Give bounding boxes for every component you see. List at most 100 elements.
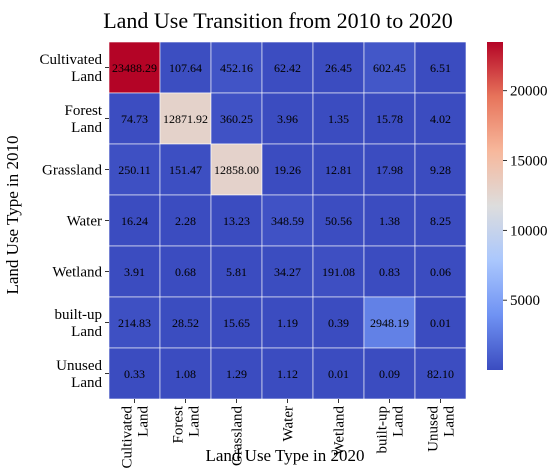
cell-value-label: 50.56 xyxy=(325,214,352,228)
cell-value-label: 250.11 xyxy=(118,163,151,177)
row-label-forest-land: Forest Land xyxy=(65,103,103,136)
cell-value-label: 12858.00 xyxy=(214,163,259,177)
cell-value-label: 15.65 xyxy=(223,316,250,330)
x-axis-label: Land Use Type in 2020 xyxy=(205,446,364,465)
cell-value-label: 34.27 xyxy=(274,265,301,279)
heatmap-cell xyxy=(159,41,212,94)
cell-value-label: 0.01 xyxy=(328,367,349,381)
cell-value-label: 0.68 xyxy=(175,265,196,279)
cell-value-label: 3.91 xyxy=(124,265,145,279)
col-labels: CultivatedLand ForestLand Grassland Water We… xyxy=(120,399,458,469)
cell-value-label: 6.51 xyxy=(430,61,451,75)
colorbar-tick-label: 10000 xyxy=(510,223,548,239)
row-label-water: Water xyxy=(67,214,102,230)
cell-value-label: 19.26 xyxy=(274,163,301,177)
cell-value-label: 15.78 xyxy=(376,112,403,126)
cell-value-label: 8.25 xyxy=(430,214,451,228)
cell-value-label: 74.73 xyxy=(121,112,148,126)
colorbar: 5000 10000 15000 20000 xyxy=(487,42,548,370)
heatmap-cell xyxy=(312,347,365,400)
cell-value-label: 360.25 xyxy=(220,112,253,126)
heatmap-cell xyxy=(363,41,416,94)
col-label-water: Water xyxy=(281,406,297,441)
heatmap-cell xyxy=(261,347,314,400)
heatmap-cell xyxy=(261,41,314,94)
row-label-wetland: Wetland xyxy=(52,265,102,281)
row-labels: Cultivated Land Forest Land Grassland Water We… xyxy=(40,52,109,391)
heatmap-cell xyxy=(210,296,263,349)
heatmap-cell xyxy=(312,143,365,196)
cell-value-label: 107.64 xyxy=(169,61,202,75)
heatmap-cell xyxy=(261,143,314,196)
heatmap-cell xyxy=(159,194,212,247)
heatmap-cell xyxy=(210,92,263,145)
cell-value-label: 0.09 xyxy=(379,367,400,381)
cell-value-label: 12.81 xyxy=(325,163,352,177)
cell-value-label: 0.83 xyxy=(379,265,400,279)
heatmap-cell xyxy=(312,296,365,349)
cell-value-label: 1.35 xyxy=(328,112,349,126)
col-label-grassland: Grassland xyxy=(230,406,246,466)
cell-value-label: 23488.29 xyxy=(112,61,157,75)
cell-value-label: 62.42 xyxy=(274,61,301,75)
heatmap-cell xyxy=(210,143,263,196)
cell-value-label: 0.39 xyxy=(328,316,349,330)
heatmap-cell xyxy=(108,347,161,400)
cell-value-label: 4.02 xyxy=(430,112,451,126)
row-label-built-up-land: built-up Land xyxy=(55,307,103,340)
heatmap-cell xyxy=(210,41,263,94)
row-label-unused-land: Unused Land xyxy=(56,358,102,391)
cell-value-label: 1.08 xyxy=(175,367,196,381)
row-label-grassland: Grassland xyxy=(42,163,102,179)
heatmap-cell xyxy=(159,143,212,196)
heatmap-cell xyxy=(312,92,365,145)
heatmap-cell xyxy=(414,92,467,145)
cell-value-label: 0.01 xyxy=(430,316,451,330)
cell-value-label: 82.10 xyxy=(427,367,454,381)
y-axis-label: Land Use Type in 2010 xyxy=(3,135,22,294)
heatmap-cell xyxy=(159,296,212,349)
chart-title: Land Use Transition from 2010 to 2020 xyxy=(103,8,453,33)
heatmap-cell xyxy=(414,143,467,196)
cell-value-label: 191.08 xyxy=(322,265,355,279)
col-label-wetland: Wetland xyxy=(332,406,348,456)
cell-value-label: 1.29 xyxy=(226,367,247,381)
col-label-cultivated-land: CultivatedLand xyxy=(120,406,152,469)
heatmap-cell xyxy=(108,194,161,247)
colorbar-tick-label: 20000 xyxy=(510,84,548,100)
cell-value-label: 9.28 xyxy=(430,163,451,177)
heatmap-cell xyxy=(312,41,365,94)
heatmap-cell xyxy=(108,245,161,298)
colorbar-tick-label: 5000 xyxy=(510,293,540,309)
cell-value-label: 12871.92 xyxy=(163,112,208,126)
heatmap-cell xyxy=(414,347,467,400)
cell-value-label: 1.12 xyxy=(277,367,298,381)
cell-value-label: 2948.19 xyxy=(370,316,409,330)
cell-value-label: 26.45 xyxy=(325,61,352,75)
heatmap-cell xyxy=(414,296,467,349)
cell-value-label: 2.28 xyxy=(175,214,196,228)
cell-value-label: 0.06 xyxy=(430,265,451,279)
cell-value-label: 0.33 xyxy=(124,367,145,381)
heatmap-cell xyxy=(108,41,161,94)
heatmap-cell xyxy=(363,92,416,145)
cell-value-label: 17.98 xyxy=(376,163,403,177)
cell-value-label: 1.38 xyxy=(379,214,400,228)
cell-value-label: 5.81 xyxy=(226,265,247,279)
colorbar-gradient xyxy=(487,42,503,370)
cell-value-label: 16.24 xyxy=(121,214,148,228)
heatmap-cell xyxy=(261,296,314,349)
row-label-cultivated-land: Cultivated Land xyxy=(40,52,103,85)
heatmap-cell xyxy=(414,245,467,298)
heatmap-cell xyxy=(210,245,263,298)
col-label-forest-land: ForestLand xyxy=(171,405,203,443)
heatmap-cell xyxy=(363,347,416,400)
heatmap-cell xyxy=(210,347,263,400)
cell-value-label: 452.16 xyxy=(220,61,253,75)
heatmap-cell xyxy=(261,194,314,247)
heatmap-cell xyxy=(108,296,161,349)
heatmap-cell xyxy=(414,194,467,247)
cell-value-label: 1.19 xyxy=(277,316,298,330)
cell-value-label: 348.59 xyxy=(271,214,304,228)
